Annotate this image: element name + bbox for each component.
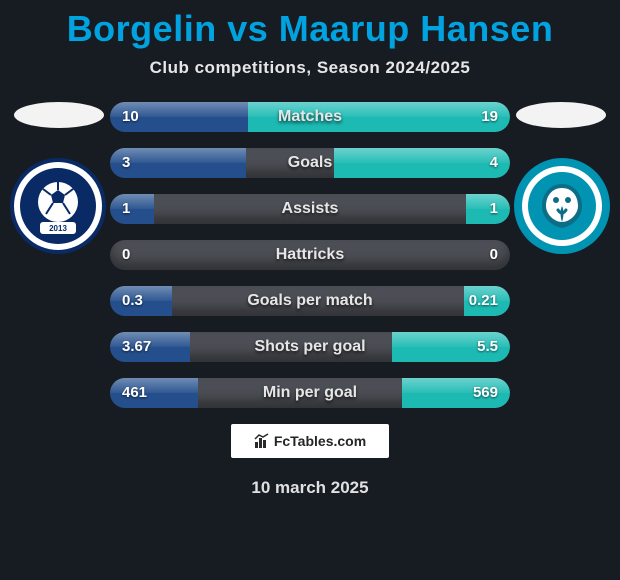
stat-row: 3.675.5Shots per goal	[110, 332, 510, 362]
comparison-panel: 2013 1019Matches 34Goals 11Assists 00Hattri…	[0, 102, 620, 408]
stat-row: 0.30.21Goals per match	[110, 286, 510, 316]
stat-row: 34Goals	[110, 148, 510, 178]
page-title: Borgelin vs Maarup Hansen	[0, 0, 620, 50]
attribution-badge: FcTables.com	[231, 424, 389, 458]
left-club-badge: 2013	[8, 156, 108, 256]
stat-label: Matches	[110, 102, 510, 132]
chart-icon	[254, 433, 270, 449]
svg-text:2013: 2013	[49, 224, 67, 233]
stat-label: Goals	[110, 148, 510, 178]
left-shadow-ellipse	[14, 102, 104, 128]
right-shadow-ellipse	[516, 102, 606, 128]
subtitle: Club competitions, Season 2024/2025	[0, 58, 620, 78]
stat-label: Assists	[110, 194, 510, 224]
stat-label: Hattricks	[110, 240, 510, 270]
stat-row: 00Hattricks	[110, 240, 510, 270]
stat-label: Goals per match	[110, 286, 510, 316]
right-club-badge	[512, 156, 612, 256]
stat-bars: 1019Matches 34Goals 11Assists 00Hattricks 0.…	[110, 102, 510, 408]
date-label: 10 march 2025	[0, 478, 620, 498]
stat-row: 461569Min per goal	[110, 378, 510, 408]
roskilde-badge-icon	[512, 156, 612, 256]
vendsyssel-badge-icon: 2013	[8, 156, 108, 256]
stat-row: 11Assists	[110, 194, 510, 224]
stat-label: Min per goal	[110, 378, 510, 408]
stat-row: 1019Matches	[110, 102, 510, 132]
stat-label: Shots per goal	[110, 332, 510, 362]
attribution-text: FcTables.com	[274, 433, 366, 449]
